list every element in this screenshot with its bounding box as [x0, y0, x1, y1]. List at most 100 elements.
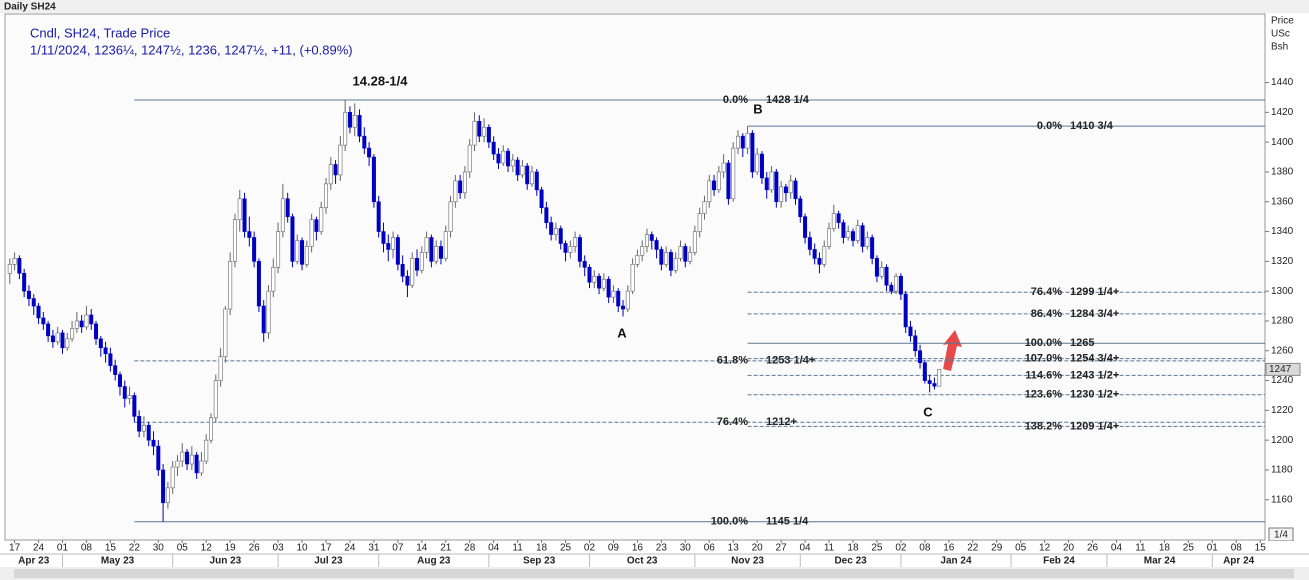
x-tick-label: 11 [512, 543, 523, 554]
x-tick-label: 18 [536, 543, 548, 554]
candle-body [865, 237, 870, 247]
fib-percent: 0.0% [723, 94, 748, 106]
x-tick-label: 09 [608, 543, 620, 554]
candle-body [7, 264, 12, 274]
candle-body [745, 132, 750, 149]
candle-body [855, 225, 860, 241]
candle-body [606, 278, 611, 298]
y-tick-label: 1200 [1271, 435, 1294, 446]
fib-price-label: 1243 1/2+ [1070, 369, 1119, 381]
y-tick-label: 1220 [1271, 405, 1294, 416]
x-tick-label: 16 [943, 543, 955, 554]
x-tick-label: 02 [584, 543, 596, 554]
y-tick-label: 1280 [1271, 316, 1294, 327]
candle-body [759, 153, 764, 179]
candle-body [242, 198, 247, 232]
scroll-thumb[interactable] [14, 569, 1294, 578]
fib-percent: 107.0% [1025, 352, 1063, 364]
candle-body [793, 180, 798, 200]
candle-body [534, 171, 539, 191]
candle-body [764, 177, 769, 191]
candle-body [558, 228, 563, 244]
candle-body [673, 258, 678, 271]
candle-body [146, 424, 151, 441]
x-tick-label: 07 [392, 543, 404, 554]
y-tick-label: 1160 [1271, 494, 1293, 505]
candle-body [170, 466, 175, 489]
candle-body [678, 246, 683, 259]
x-tick-label: 27 [776, 543, 788, 554]
candle-body [386, 243, 391, 250]
candle-body [783, 186, 788, 194]
candle-body [98, 338, 103, 349]
candle-body [860, 225, 865, 247]
candle-body [36, 305, 41, 319]
candle-body [520, 165, 525, 176]
candle-body [563, 243, 568, 253]
candle-body [726, 162, 731, 200]
candle-body [429, 237, 434, 262]
candle-body [831, 213, 836, 229]
candle-body [156, 445, 161, 471]
candle-body [189, 454, 194, 465]
x-tick-label: 10 [296, 543, 308, 554]
candle-body [218, 356, 223, 381]
candle-body [276, 231, 281, 268]
month-label: Jan 24 [940, 556, 972, 567]
candle-body [165, 487, 170, 504]
candle-body [151, 439, 156, 447]
candle-body [922, 362, 927, 381]
candle-body [295, 240, 300, 262]
candle-body [529, 171, 534, 185]
candle-body [807, 237, 812, 250]
fraction-mode[interactable]: 1/4 [1274, 530, 1288, 541]
fib-price-label: 1212+ [766, 416, 797, 428]
y-tick-label: 1400 [1271, 137, 1294, 148]
candle-body [122, 386, 127, 399]
month-label: Sep 23 [523, 556, 556, 567]
candle-body [443, 231, 448, 259]
candle-body [204, 439, 209, 462]
x-tick-label: 12 [1039, 543, 1051, 554]
candle-body [467, 144, 472, 173]
x-tick-label: 13 [728, 543, 740, 554]
candle-body [89, 314, 94, 325]
month-label: Jun 23 [210, 556, 242, 567]
candle-body [827, 228, 832, 247]
x-tick-label: 17 [9, 543, 21, 554]
candle-body [266, 290, 271, 334]
candle-body [70, 328, 75, 340]
month-label: Aug 23 [417, 556, 451, 567]
fib-price-label: 1209 1/4+ [1070, 420, 1119, 432]
candle-body [740, 135, 745, 149]
fib-percent: 138.2% [1025, 420, 1063, 432]
fib-price-label: 1410 3/4 [1070, 120, 1114, 132]
candle-body [736, 135, 741, 149]
x-tick-label: 19 [225, 543, 237, 554]
x-tick-label: 29 [991, 543, 1003, 554]
candle-body [400, 264, 405, 277]
candle-body [65, 338, 70, 349]
window-title: Daily SH24 [4, 2, 56, 13]
candle-body [458, 180, 463, 194]
candle-body [405, 275, 410, 286]
x-tick-label: 24 [344, 543, 356, 554]
month-label: Dec 23 [834, 556, 867, 567]
candle-body [894, 275, 899, 292]
candle-body [927, 380, 932, 384]
x-tick-label: 06 [704, 543, 716, 554]
window-bar [0, 0, 1309, 13]
fib-price-label: 1265 [1070, 337, 1094, 349]
x-tick-label: 11 [1135, 543, 1146, 554]
candle-body [22, 272, 27, 292]
candle-body [79, 320, 84, 328]
candle-body [640, 246, 645, 256]
candle-body [870, 237, 875, 259]
y-tick-label: 1360 [1271, 196, 1294, 207]
x-tick-label: 30 [153, 543, 165, 554]
candle-body [587, 267, 592, 283]
candle-body [601, 278, 606, 289]
candle-body [362, 135, 367, 149]
candle-body [352, 115, 357, 128]
y-axis-label: Price [1271, 16, 1294, 27]
